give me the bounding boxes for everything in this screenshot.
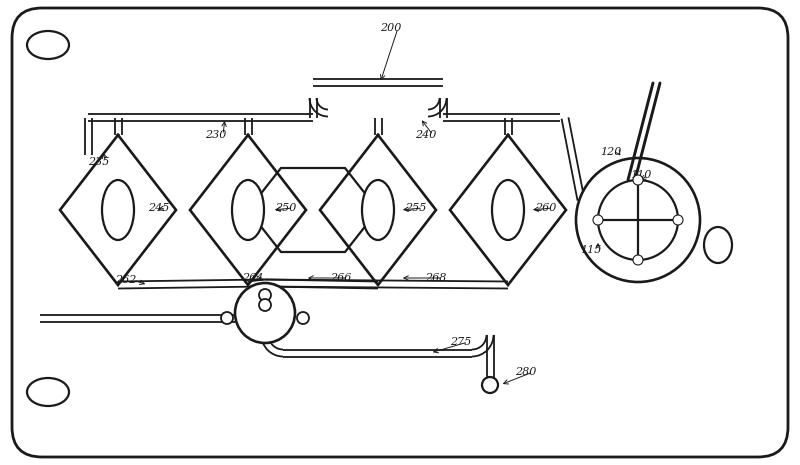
Ellipse shape [27, 378, 69, 406]
Text: 275: 275 [450, 337, 471, 347]
Circle shape [259, 299, 271, 311]
Text: 200: 200 [380, 23, 402, 33]
Text: 240: 240 [415, 130, 436, 140]
Circle shape [221, 312, 233, 324]
Ellipse shape [27, 31, 69, 59]
Text: 266: 266 [330, 273, 351, 283]
FancyBboxPatch shape [12, 8, 788, 457]
Text: 264: 264 [242, 273, 263, 283]
Text: 110: 110 [630, 170, 651, 180]
Circle shape [598, 180, 678, 260]
Circle shape [235, 283, 295, 343]
Circle shape [482, 377, 498, 393]
Text: 260: 260 [535, 203, 556, 213]
Circle shape [633, 175, 643, 185]
Ellipse shape [704, 227, 732, 263]
Text: 245: 245 [148, 203, 170, 213]
Ellipse shape [102, 180, 134, 240]
Circle shape [633, 255, 643, 265]
Circle shape [673, 215, 683, 225]
Ellipse shape [232, 180, 264, 240]
Text: 115: 115 [580, 245, 602, 255]
Circle shape [259, 289, 271, 301]
Text: 270: 270 [255, 318, 276, 328]
Text: 262: 262 [115, 275, 136, 285]
Text: 280: 280 [515, 367, 536, 377]
Circle shape [576, 158, 700, 282]
Ellipse shape [362, 180, 394, 240]
Text: 268: 268 [425, 273, 446, 283]
Text: 235: 235 [88, 157, 110, 167]
Text: 250: 250 [275, 203, 296, 213]
Text: 255: 255 [405, 203, 426, 213]
Ellipse shape [492, 180, 524, 240]
Circle shape [297, 312, 309, 324]
Text: 120: 120 [600, 147, 622, 157]
Text: 230: 230 [205, 130, 226, 140]
Circle shape [593, 215, 603, 225]
